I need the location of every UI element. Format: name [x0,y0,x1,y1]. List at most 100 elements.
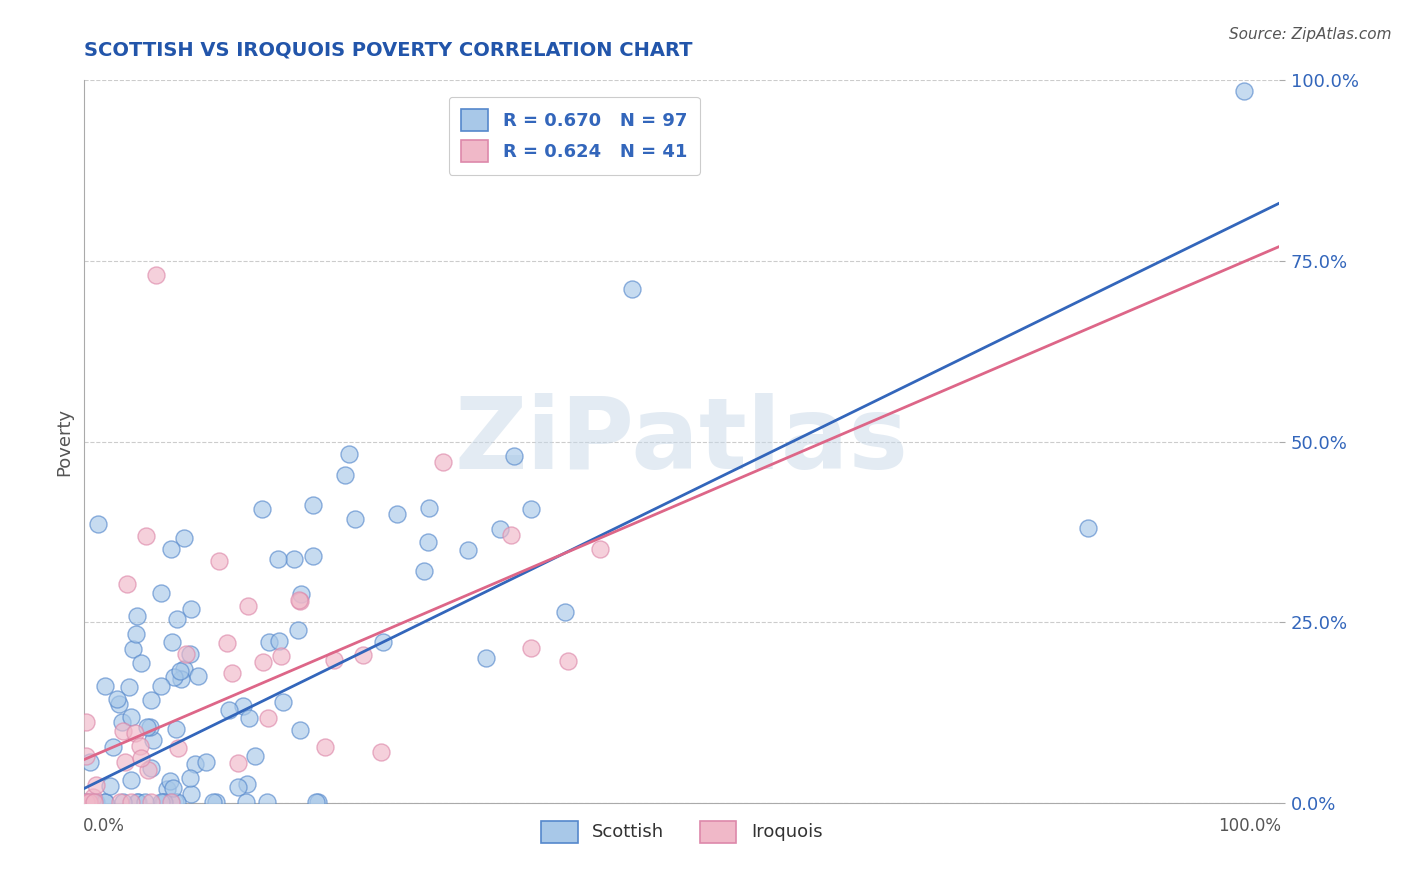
Point [373,635,395,649]
Point [166,611,188,625]
Text: SCOTTISH VS IROQUOIS POVERTY CORRELATION CHART: SCOTTISH VS IROQUOIS POVERTY CORRELATION… [84,40,693,59]
Point [166,795,188,809]
Point [307,795,329,809]
Point [180,787,202,801]
Point [124,627,146,641]
Point [554,605,576,619]
Point [152,795,174,809]
Point [87,516,110,531]
Point [82,790,104,805]
Point [83,795,105,809]
Point [620,282,643,296]
Point [370,745,392,759]
Point [79,755,101,769]
Point [290,723,312,737]
Point [160,541,183,556]
Point [267,551,290,566]
Point [111,795,134,809]
Point [162,635,184,649]
Point [226,756,249,770]
Point [163,795,186,809]
Point [352,648,374,663]
Point [77,795,100,809]
Point [75,795,97,809]
Point [160,795,183,809]
Point [1077,521,1099,535]
Text: Source: ZipAtlas.com: Source: ZipAtlas.com [1229,27,1392,42]
Point [273,695,295,709]
Point [221,665,243,680]
Point [187,669,209,683]
Point [557,654,579,668]
Y-axis label: Poverty: Poverty [55,408,73,475]
Point [287,624,309,638]
Text: 0.0%: 0.0% [83,817,125,835]
Point [75,714,97,729]
Point [520,641,543,656]
Point [335,467,357,482]
Point [218,703,240,717]
Point [93,795,115,809]
Point [236,599,259,613]
Point [176,647,198,661]
Point [179,647,201,661]
Point [94,679,117,693]
Point [82,795,104,809]
Point [343,512,366,526]
Point [457,542,479,557]
Point [138,720,160,734]
Point [202,795,225,809]
Point [84,795,107,809]
Point [270,649,292,664]
Point [75,748,97,763]
Point [122,642,145,657]
Point [287,593,309,607]
Point [127,608,149,623]
Point [120,795,142,809]
Point [180,602,202,616]
Text: 100.0%: 100.0% [1218,817,1281,835]
Point [107,697,129,711]
Point [418,500,440,515]
Point [118,680,141,694]
Point [141,795,163,809]
Point [75,795,97,809]
Point [83,795,105,809]
Point [94,795,117,809]
Point [165,722,187,736]
Point [79,795,101,809]
Point [257,711,280,725]
Point [153,795,176,809]
Point [288,594,311,608]
Point [519,501,541,516]
Point [232,698,254,713]
Point [173,662,195,676]
Point [84,795,107,809]
Point [129,751,152,765]
Point [267,634,290,648]
Point [127,795,149,809]
Point [150,795,173,809]
Point [129,657,152,671]
Point [98,779,121,793]
Point [170,672,193,686]
Point [589,541,612,556]
Point [120,772,142,787]
Point [128,739,150,753]
Point [120,710,142,724]
Point [314,740,336,755]
Point [111,715,134,730]
Point [141,693,163,707]
Point [236,777,259,791]
Point [124,726,146,740]
Point [145,268,167,283]
Point [149,585,172,599]
Text: ZiPatlas: ZiPatlas [456,393,908,490]
Point [235,795,257,809]
Point [150,679,173,693]
Point [301,498,323,512]
Point [162,780,184,795]
Point [283,552,305,566]
Point [167,741,190,756]
Point [134,795,156,809]
